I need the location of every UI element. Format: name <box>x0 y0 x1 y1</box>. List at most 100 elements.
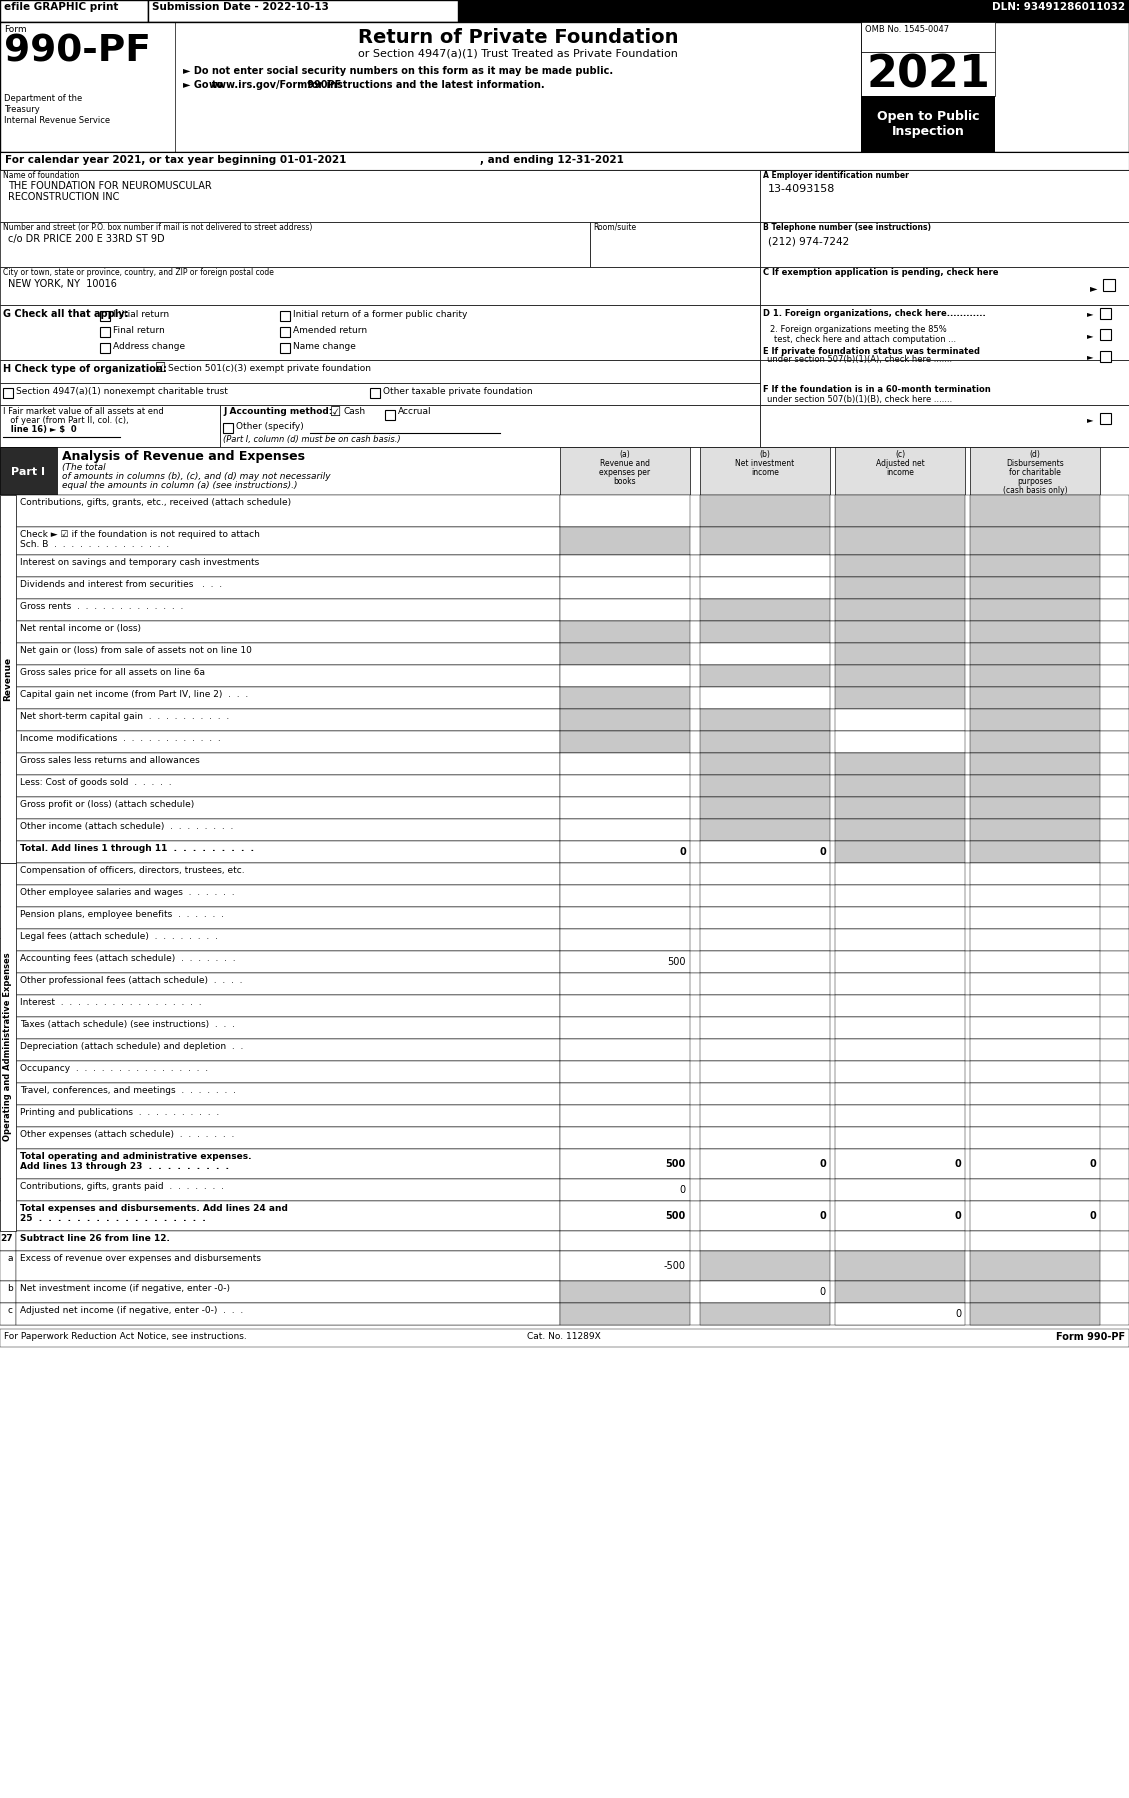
Text: b: b <box>7 779 14 788</box>
Bar <box>16 494 560 527</box>
Text: NEW YORK, NY  10016: NEW YORK, NY 10016 <box>8 279 117 289</box>
Text: Section 4947(a)(1) nonexempt charitable trust: Section 4947(a)(1) nonexempt charitable … <box>16 387 228 396</box>
Bar <box>970 906 1100 930</box>
Bar <box>0 383 760 405</box>
Bar <box>970 775 1100 797</box>
Bar <box>0 863 1129 885</box>
Bar <box>0 266 760 306</box>
Text: 2021: 2021 <box>866 54 990 97</box>
Bar <box>385 410 395 421</box>
Bar <box>700 556 830 577</box>
Text: Accrual: Accrual <box>399 406 431 415</box>
Text: (b): (b) <box>760 450 770 458</box>
Bar <box>700 1149 830 1179</box>
Bar <box>700 1039 830 1061</box>
Bar <box>835 973 965 994</box>
Bar <box>16 1179 560 1201</box>
Bar <box>970 994 1100 1018</box>
Bar <box>970 527 1100 556</box>
Text: Net investment income (if negative, enter -0-): Net investment income (if negative, ente… <box>20 1284 230 1293</box>
Bar <box>0 863 16 1232</box>
Bar <box>560 930 690 951</box>
Text: Income modifications  .  .  .  .  .  .  .  .  .  .  .  .: Income modifications . . . . . . . . . .… <box>20 734 221 743</box>
Text: A Employer identification number: A Employer identification number <box>763 171 909 180</box>
Bar <box>970 863 1100 885</box>
Text: Capital gain net income (from Part IV, line 2)  .  .  .: Capital gain net income (from Part IV, l… <box>20 690 248 699</box>
Text: B Telephone number (see instructions): B Telephone number (see instructions) <box>763 223 931 232</box>
Text: www.irs.gov/Form990PF: www.irs.gov/Form990PF <box>209 79 342 90</box>
Text: Interest on savings and temporary cash investments: Interest on savings and temporary cash i… <box>20 557 260 566</box>
Text: 0: 0 <box>820 1287 826 1296</box>
Text: 11: 11 <box>1 822 14 831</box>
Text: Contributions, gifts, grants paid  .  .  .  .  .  .  .: Contributions, gifts, grants paid . . . … <box>20 1181 224 1190</box>
Text: Analysis of Revenue and Expenses: Analysis of Revenue and Expenses <box>62 450 305 464</box>
Bar <box>0 599 16 620</box>
Bar <box>560 1061 690 1082</box>
Text: Other income (attach schedule)  .  .  .  .  .  .  .  .: Other income (attach schedule) . . . . .… <box>20 822 234 831</box>
Bar <box>16 753 560 775</box>
Bar <box>0 797 16 820</box>
Bar <box>560 1149 690 1179</box>
Text: 10a: 10a <box>0 755 14 764</box>
Text: 18: 18 <box>1 1019 14 1028</box>
Bar <box>970 1149 1100 1179</box>
Bar <box>835 1082 965 1106</box>
Bar <box>861 95 995 153</box>
Text: (Part I, column (d) must be on cash basis.): (Part I, column (d) must be on cash basi… <box>224 435 401 444</box>
Text: Adjusted net: Adjusted net <box>876 458 925 467</box>
Text: 6a: 6a <box>2 645 14 654</box>
Bar <box>835 994 965 1018</box>
Bar <box>700 1106 830 1127</box>
Bar <box>560 1082 690 1106</box>
Text: c/o DR PRICE 200 E 33RD ST 9D: c/o DR PRICE 200 E 33RD ST 9D <box>8 234 165 245</box>
Bar <box>0 753 16 775</box>
Text: 2. Foreign organizations meeting the 85%: 2. Foreign organizations meeting the 85% <box>770 325 947 334</box>
Bar <box>700 1061 830 1082</box>
Bar <box>0 644 1129 665</box>
Text: Initial return: Initial return <box>113 309 169 318</box>
Bar <box>16 687 560 708</box>
Text: ► Go to: ► Go to <box>183 79 227 90</box>
Bar <box>835 1280 965 1304</box>
Text: Net short-term capital gain  .  .  .  .  .  .  .  .  .  .: Net short-term capital gain . . . . . . … <box>20 712 229 721</box>
Bar <box>16 1149 560 1179</box>
Text: THE FOUNDATION FOR NEUROMUSCULAR: THE FOUNDATION FOR NEUROMUSCULAR <box>8 182 212 191</box>
Bar <box>0 820 16 841</box>
Bar <box>16 994 560 1018</box>
Bar <box>0 951 1129 973</box>
Text: Other (specify): Other (specify) <box>236 423 304 432</box>
Text: C If exemption application is pending, check here: C If exemption application is pending, c… <box>763 268 998 277</box>
Bar <box>560 1106 690 1127</box>
Bar <box>560 797 690 820</box>
Bar <box>560 1280 690 1304</box>
Text: Revenue: Revenue <box>3 656 12 701</box>
Text: equal the amounts in column (a) (see instructions).): equal the amounts in column (a) (see ins… <box>62 482 298 491</box>
Text: Other professional fees (attach schedule)  .  .  .  .: Other professional fees (attach schedule… <box>20 976 243 985</box>
Bar <box>835 644 965 665</box>
Text: Name change: Name change <box>294 342 356 351</box>
Bar <box>970 1106 1100 1127</box>
Text: 0: 0 <box>954 1212 961 1221</box>
Bar <box>0 1179 16 1201</box>
Bar <box>0 841 16 863</box>
Bar <box>970 973 1100 994</box>
Bar <box>0 885 16 906</box>
Text: c: c <box>8 800 14 809</box>
Text: Section 501(c)(3) exempt private foundation: Section 501(c)(3) exempt private foundat… <box>168 363 371 372</box>
Bar <box>835 930 965 951</box>
Text: Other expenses (attach schedule)  .  .  .  .  .  .  .: Other expenses (attach schedule) . . . .… <box>20 1129 235 1138</box>
Text: 24: 24 <box>0 1153 14 1162</box>
Bar <box>0 171 760 221</box>
Bar <box>0 687 1129 708</box>
Bar <box>148 0 458 22</box>
Bar <box>970 1039 1100 1061</box>
Text: Compensation of officers, directors, trustees, etc.: Compensation of officers, directors, tru… <box>20 867 245 876</box>
Bar <box>835 797 965 820</box>
Bar <box>700 797 830 820</box>
Bar <box>835 620 965 644</box>
Bar <box>970 1082 1100 1106</box>
Text: Treasury: Treasury <box>5 104 40 113</box>
Bar <box>560 951 690 973</box>
Bar <box>835 556 965 577</box>
Text: Other employee salaries and wages  .  .  .  .  .  .: Other employee salaries and wages . . . … <box>20 888 235 897</box>
